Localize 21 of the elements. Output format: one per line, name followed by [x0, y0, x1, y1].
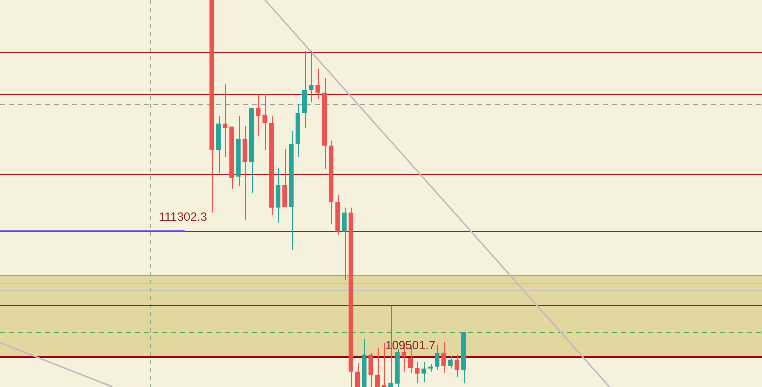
candlestick — [355, 362, 360, 387]
candlestick — [442, 342, 446, 374]
candlestick — [262, 94, 268, 151]
candlestick — [454, 354, 460, 378]
candlestick — [415, 361, 420, 384]
candlestick — [276, 167, 281, 224]
candlestick — [448, 356, 453, 370]
candlestick — [256, 94, 261, 136]
candlestick — [422, 361, 426, 382]
candlestick — [282, 148, 288, 208]
candlestick — [302, 50, 308, 129]
candlestick — [222, 83, 228, 158]
candlestick — [368, 352, 374, 387]
candlestick — [309, 50, 314, 103]
candlestick — [242, 126, 248, 220]
annotation: 111302.3 — [158, 210, 208, 224]
candlestick — [382, 342, 387, 387]
candlestick — [316, 68, 320, 100]
candlestick — [342, 207, 347, 281]
candlestick — [435, 344, 440, 370]
candlestick — [375, 347, 380, 387]
